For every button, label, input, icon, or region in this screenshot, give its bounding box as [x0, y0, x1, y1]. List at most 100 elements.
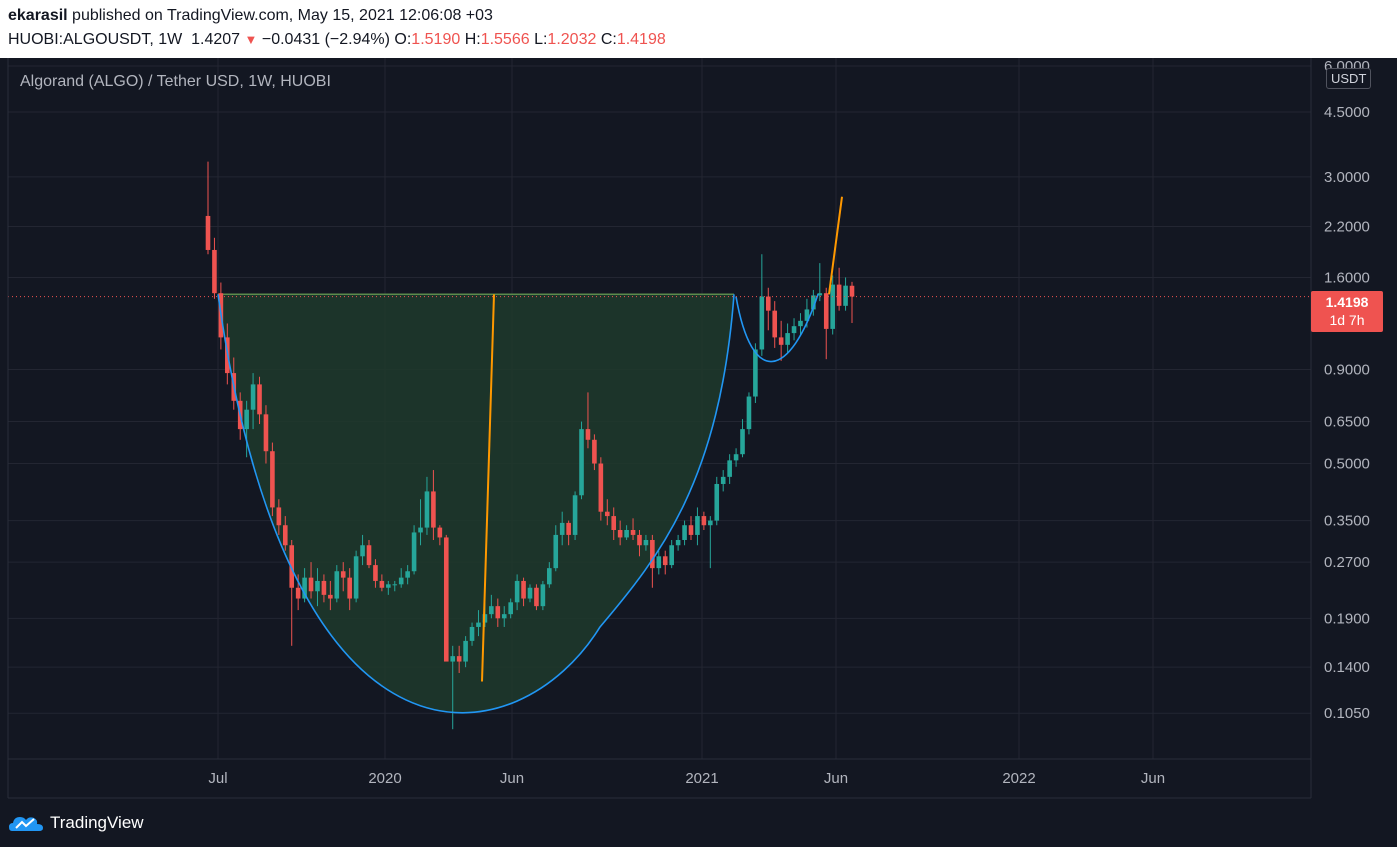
high-label: H:: [464, 31, 481, 48]
publisher-user: ekarasil: [8, 7, 68, 24]
candle-body: [617, 530, 623, 538]
brand-text: TradingView: [50, 813, 144, 832]
candle-body: [476, 622, 481, 627]
candle-body: [733, 454, 739, 461]
price-axis-tick-label: 4.5000: [1324, 104, 1370, 121]
candle-body: [759, 296, 765, 350]
price-change: −0.0431 (−2.94%): [261, 31, 390, 48]
price-axis-tick-label: 0.9000: [1324, 361, 1370, 378]
candle-body: [682, 525, 687, 541]
current-price: 1.4207: [191, 31, 241, 48]
candle-body: [843, 285, 848, 306]
candle-body: [572, 495, 578, 535]
candle-body: [289, 545, 295, 588]
candle-body: [785, 333, 790, 345]
down-arrow-icon: ▼: [244, 32, 258, 47]
last-price-label: 1.4198 1d 7h: [1311, 291, 1383, 332]
candle-body: [804, 309, 810, 321]
candle-body: [270, 451, 275, 508]
price-chart[interactable]: 6.00004.50003.00002.20001.60000.90000.65…: [0, 58, 1397, 847]
candle-body: [669, 545, 674, 566]
candle-body: [340, 571, 346, 578]
candle-body: [830, 284, 835, 329]
candle-body: [675, 540, 681, 546]
candle-body: [778, 337, 784, 345]
time-axis-tick-label: Jul: [208, 770, 227, 787]
candle-body: [431, 491, 436, 528]
chart-header: ekarasil published on TradingView.com, M…: [0, 0, 1397, 58]
tradingview-logo[interactable]: TradingView: [8, 811, 144, 835]
candle-body: [643, 540, 649, 546]
candle-body: [688, 525, 694, 535]
price-axis-tick-label: 0.6500: [1324, 414, 1370, 431]
price-axis-tick-label: 0.1400: [1324, 659, 1370, 676]
price-axis-tick-label: 3.0000: [1324, 169, 1370, 186]
close-value: 1.4198: [616, 31, 666, 48]
low-label: L:: [534, 31, 548, 48]
candle-body: [373, 565, 378, 581]
candle-body: [437, 527, 443, 538]
candle-body: [598, 463, 604, 512]
cup-shaded-area: [218, 294, 734, 713]
candle-body: [405, 571, 410, 578]
price-axis-tick-label: 0.1050: [1324, 705, 1370, 722]
chart-area[interactable]: 6.0000 4.5000 3.0000 2.2000 1.6000 0.9000 0.65…: [0, 58, 1397, 847]
candle-body: [443, 537, 449, 662]
candle-body: [386, 584, 391, 588]
time-axis-tick-label: 2020: [368, 770, 401, 787]
candle-body: [547, 568, 552, 585]
candle-body: [708, 520, 713, 526]
candle-body: [263, 414, 269, 452]
candle-body: [701, 516, 707, 526]
candle-body: [727, 460, 732, 477]
time-axis-tick-label: Jun: [500, 770, 524, 787]
low-value: 1.2032: [547, 31, 597, 48]
candle-body: [534, 587, 539, 607]
candle-body: [308, 577, 314, 592]
candle-body: [411, 532, 417, 572]
candle-body: [302, 577, 307, 599]
candle-body: [257, 384, 262, 415]
candle-body: [585, 429, 591, 440]
price-axis-tick-label: 0.3500: [1324, 513, 1370, 530]
candle-body: [347, 577, 352, 599]
candle-body: [630, 530, 636, 535]
candle-body: [321, 580, 327, 595]
candle-body: [276, 507, 282, 526]
candle-body: [836, 284, 842, 306]
high-value: 1.5566: [480, 31, 530, 48]
cup-fill: [218, 293, 734, 713]
candle-body: [559, 522, 565, 535]
candle-body: [521, 580, 526, 599]
candle-body: [592, 439, 597, 464]
publisher-text: published on TradingView.com, May 15, 20…: [67, 7, 493, 24]
candle-body: [540, 584, 546, 607]
candle-body: [456, 656, 462, 662]
open-label: O:: [394, 31, 412, 48]
candle-body: [656, 556, 662, 569]
price-axis-tick-label: 1.6000: [1324, 269, 1370, 286]
candle-body: [695, 516, 700, 535]
candle-body: [514, 580, 520, 603]
candle-body: [811, 295, 816, 310]
open-value: 1.5190: [411, 31, 461, 48]
candle-body: [624, 530, 629, 538]
candle-body: [418, 527, 423, 533]
unit-badge[interactable]: USDT: [1326, 68, 1372, 89]
candle-body: [637, 534, 642, 546]
handle-curve: [735, 294, 819, 363]
price-axis-tick-label: 0.5000: [1324, 456, 1370, 473]
candle-body: [662, 556, 668, 566]
axes: 6.00004.50003.00002.20001.60000.90000.65…: [7, 58, 1370, 799]
candle-body: [392, 584, 398, 586]
candle-body: [650, 540, 655, 569]
candle-body: [501, 614, 507, 619]
candle-body: [295, 587, 301, 599]
cup-curve: [217, 294, 735, 714]
candle-body: [495, 606, 501, 619]
publisher-line: ekarasil published on TradingView.com, M…: [8, 7, 493, 25]
chart-title: Algorand (ALGO) / Tether USD, 1W, HUOBI: [20, 73, 331, 90]
candle-body: [463, 640, 468, 662]
candle-body: [398, 577, 404, 585]
candle-body: [250, 384, 256, 410]
